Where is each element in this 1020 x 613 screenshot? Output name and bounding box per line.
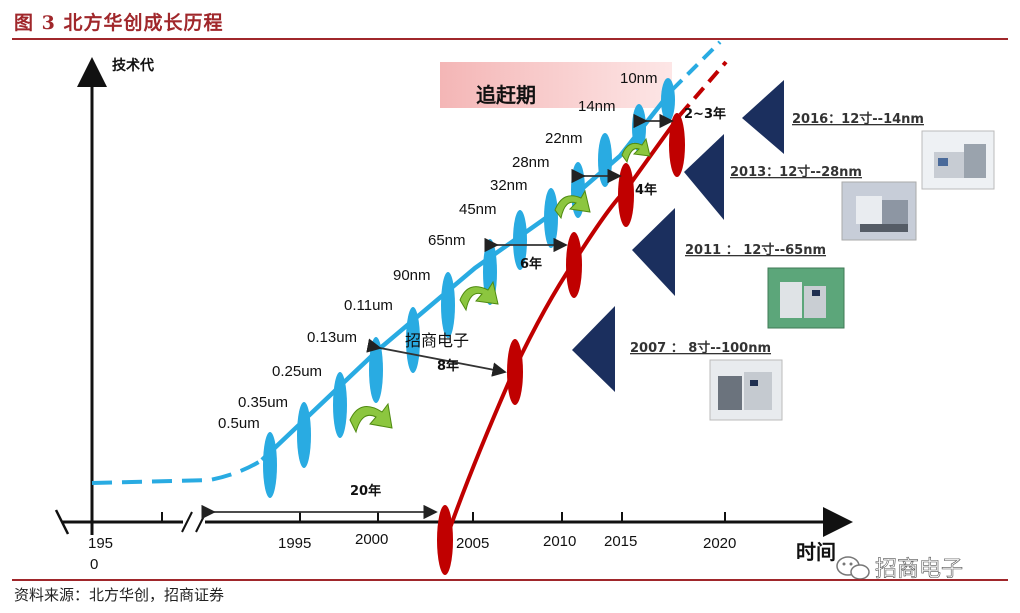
year-label-2005: 2005 xyxy=(456,535,489,552)
milestone-triangles xyxy=(572,80,784,392)
company-trend-line xyxy=(442,113,682,546)
node-label: 65nm xyxy=(428,232,466,249)
milestone-triangle-2013 xyxy=(684,134,724,220)
company-node-ovals xyxy=(437,113,685,575)
year-label-2010: 2010 xyxy=(543,533,576,550)
node-label: 0.13um xyxy=(307,329,357,346)
milestone-label-2016: 2016：12寸--14nm xyxy=(792,111,924,127)
watermark: 招商电子 xyxy=(836,556,963,582)
company-trend-dashed-end xyxy=(678,60,728,117)
equipment-photo-2007 xyxy=(709,359,783,421)
milestone-triangle-2016 xyxy=(742,80,784,154)
node-label: 90nm xyxy=(393,267,431,284)
x-axis-label: 时间 xyxy=(796,540,836,564)
equipment-photo-2016 xyxy=(921,130,995,190)
duration-arrow-8y xyxy=(366,338,507,377)
milestone-triangle-2011 xyxy=(632,208,675,296)
wechat-icon xyxy=(836,556,870,580)
node-label: 28nm xyxy=(512,154,550,171)
source-note: 资料来源：北方华创，招商证券 xyxy=(14,586,225,604)
node-label: 32nm xyxy=(490,177,528,194)
milestone-label-2011: 2011 ： 12寸--65nm xyxy=(685,242,826,258)
node-label: 0.25um xyxy=(272,363,322,380)
duration-label-8y: 8年 xyxy=(437,358,459,374)
year-label-2000: 2000 xyxy=(355,531,388,548)
equipment-photo-2011 xyxy=(767,267,845,329)
duration-label-2-3y: 2~3年 xyxy=(684,106,726,122)
x-axis-start-tick xyxy=(54,509,70,535)
global-trend-dashed-start xyxy=(91,458,264,485)
global-trend-dashed-end xyxy=(670,40,722,92)
node-label: 14nm xyxy=(578,98,616,115)
node-label: 22nm xyxy=(545,130,583,147)
node-label: 45nm xyxy=(459,201,497,218)
duration-label-20y: 20年 xyxy=(350,483,381,499)
year-label-1995: 1995 xyxy=(278,535,311,552)
node-label: 10nm xyxy=(620,70,658,87)
milestone-label-2013: 2013：12寸--28nm xyxy=(730,164,862,180)
axis-break-mark xyxy=(181,511,193,533)
year-label-2020: 2020 xyxy=(703,535,736,552)
catch-up-label: 追赶期 xyxy=(476,83,536,107)
catch-up-band xyxy=(440,62,672,108)
y-axis-label: 技术代 xyxy=(112,57,154,74)
duration-label-6y: 6年 xyxy=(520,256,542,272)
source-divider xyxy=(12,579,1008,581)
figure-title: 图 3 北方华创成长历程 xyxy=(14,12,224,34)
milestone-triangle-2007 xyxy=(572,306,615,392)
milestone-label-2007: 2007 ： 8寸--100nm xyxy=(630,340,771,356)
watermark-text: 招商电子 xyxy=(875,557,963,582)
year-label-1950-tail: 0 xyxy=(90,556,98,573)
year-label-1950: 195 xyxy=(88,535,113,552)
year-label-2015: 2015 xyxy=(604,533,637,550)
green-curved-arrow xyxy=(349,137,651,434)
title-divider xyxy=(12,38,1008,40)
equipment-photo-2013 xyxy=(841,181,917,241)
center-watermark: 招商电子 xyxy=(405,332,469,350)
node-label: 0.11um xyxy=(344,297,393,314)
duration-label-4y: 4年 xyxy=(635,182,657,198)
node-label: 0.5um xyxy=(218,415,260,432)
node-label: 0.35um xyxy=(238,394,288,411)
